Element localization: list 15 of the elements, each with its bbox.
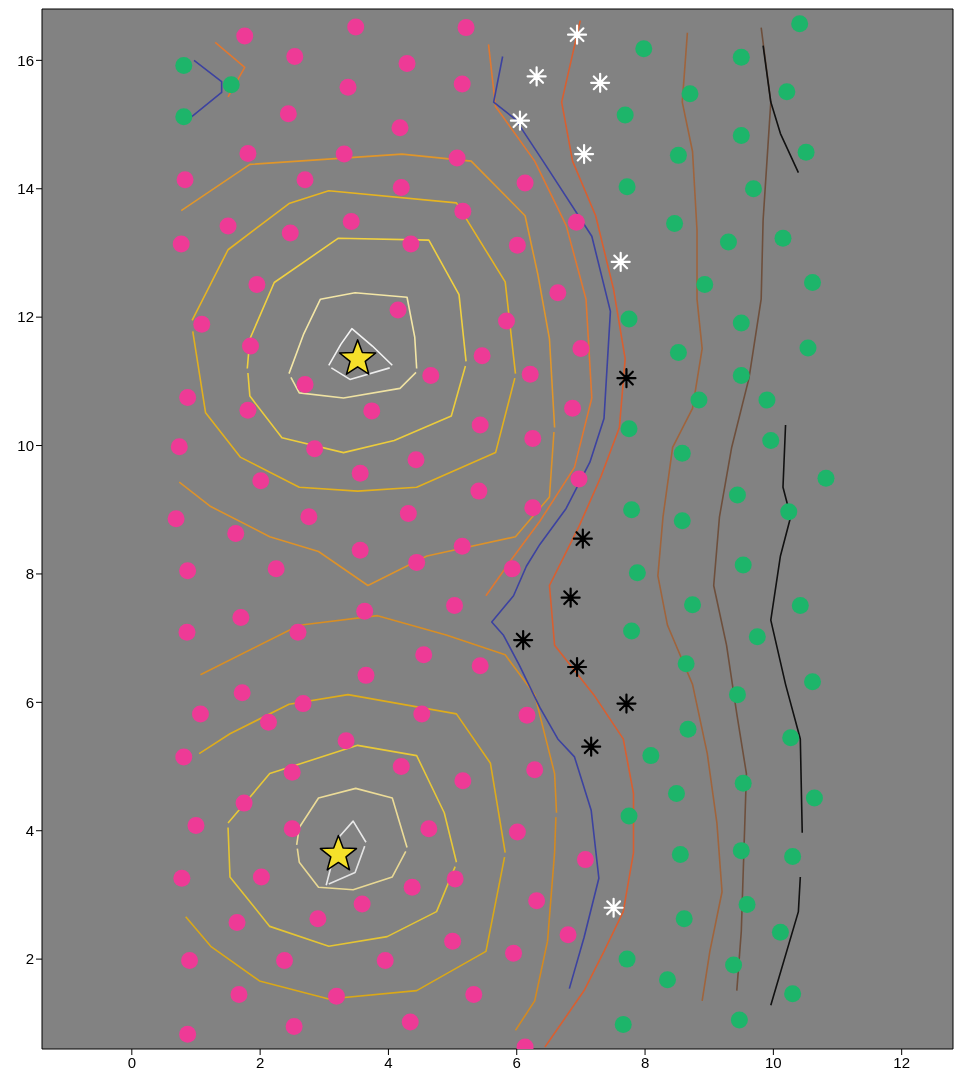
y-tick-label: 2 [25, 950, 34, 968]
y-tick-label: 10 [17, 436, 34, 454]
y-tick-label: 16 [17, 51, 34, 69]
y-tick-label: 12 [17, 308, 34, 326]
x-tick-label: 2 [255, 1053, 265, 1071]
y-tick-label: 14 [17, 180, 34, 198]
x-tick-label: 10 [765, 1053, 782, 1071]
y-tick-label: 8 [25, 565, 34, 583]
x-tick-label: 0 [127, 1053, 136, 1071]
x-tick-label: 6 [512, 1053, 521, 1071]
x-tick-label: 12 [893, 1053, 911, 1071]
x-tick-label: 4 [384, 1053, 393, 1071]
y-tick-label: 6 [25, 693, 34, 711]
x-tick-label: 8 [640, 1053, 650, 1071]
y-tick-label: 4 [25, 822, 34, 840]
